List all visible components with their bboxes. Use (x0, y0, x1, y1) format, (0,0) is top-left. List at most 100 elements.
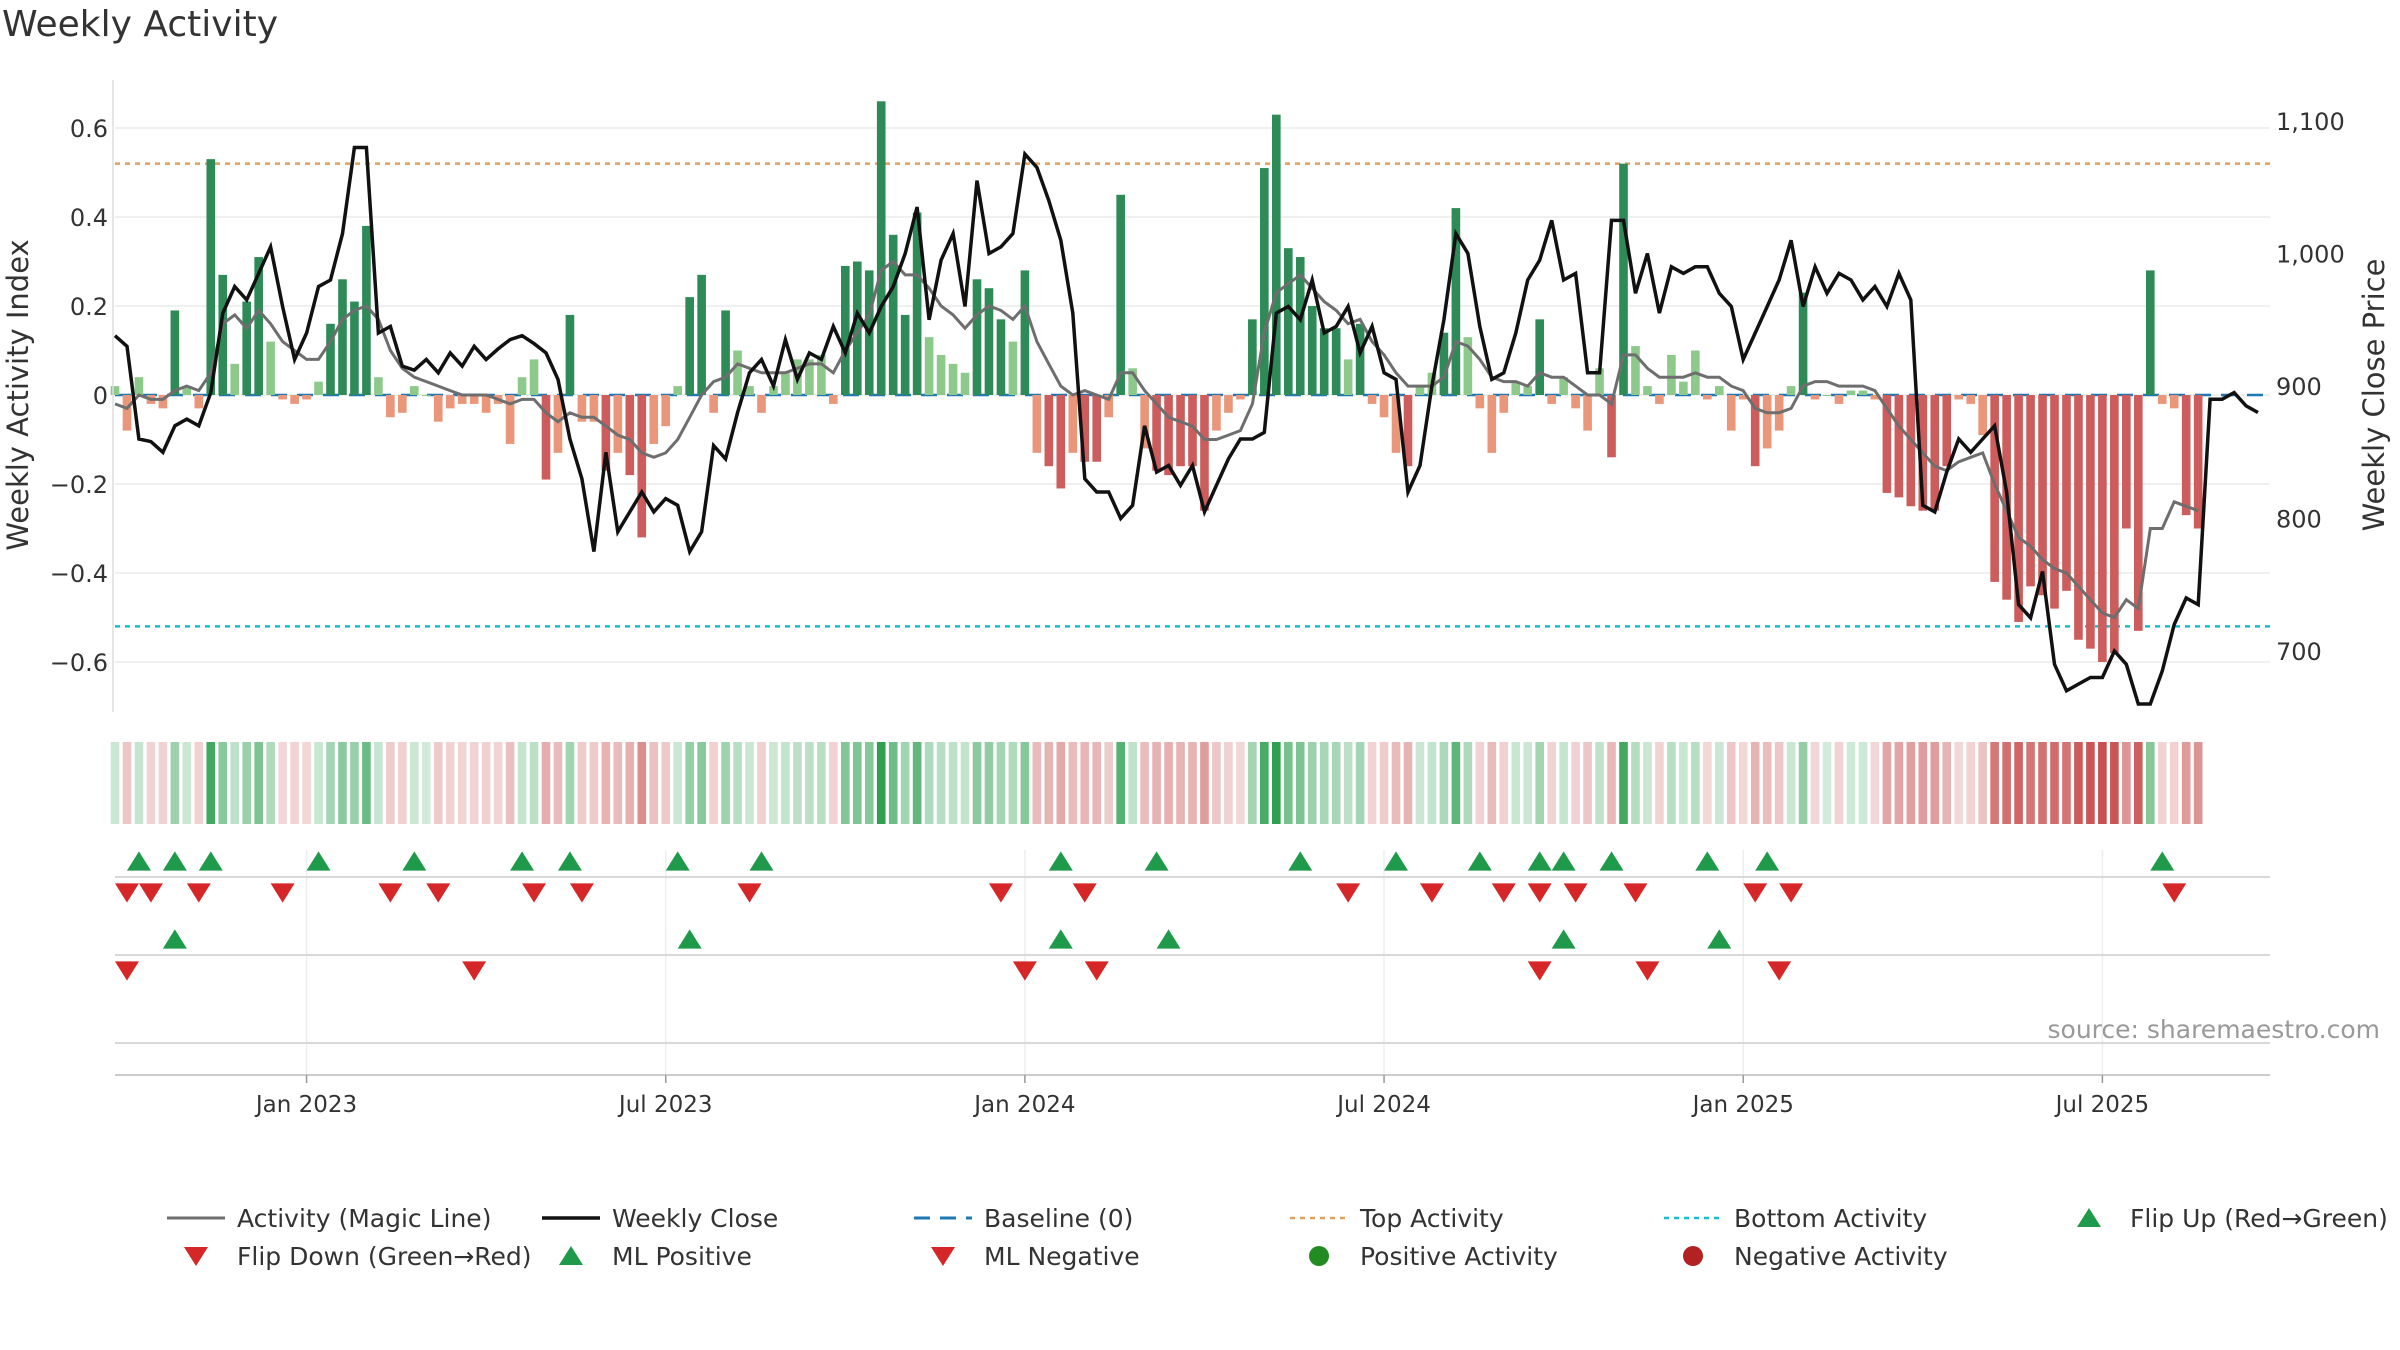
activity-bar (649, 395, 659, 444)
heat-cell (900, 742, 910, 824)
heat-cell (1511, 742, 1521, 824)
grid-lines (115, 127, 2270, 1075)
heat-cell (206, 742, 216, 824)
activity-bar (457, 395, 467, 404)
heat-cell (505, 742, 515, 824)
activity-bar (1475, 395, 1485, 409)
heat-cell (1523, 742, 1533, 824)
heat-cell (1619, 742, 1628, 824)
flip-up-marker (402, 851, 427, 871)
heat-cell (960, 742, 970, 824)
y-tick-label-left: 0.6 (70, 115, 108, 143)
heat-cell (1655, 742, 1664, 824)
activity-bar (374, 377, 383, 395)
flip-up-marker (1048, 851, 1073, 871)
chart-title: Weekly Activity (2, 4, 279, 45)
activity-bar (326, 323, 335, 395)
activity-bar (541, 395, 551, 480)
activity-bar (362, 225, 371, 395)
heat-cell (852, 742, 862, 824)
flip-down-marker (1527, 883, 1552, 903)
x-tick-label: Jul 2024 (1335, 1092, 1431, 1118)
heat-cell (661, 742, 671, 824)
heat-cell (182, 742, 192, 824)
y-tick-label-left: 0 (93, 382, 108, 410)
flip-up-marker (1467, 851, 1492, 871)
heat-cell (1990, 742, 1999, 824)
activity-bar (1355, 323, 1365, 395)
activity-bar (733, 350, 742, 395)
activity-bar (1511, 381, 1521, 395)
activity-bar (1415, 386, 1425, 395)
legend-symbol (914, 1216, 972, 1220)
heat-cell (2062, 742, 2071, 824)
legend-symbol (184, 1247, 208, 1266)
heat-cell (577, 742, 587, 824)
heat-cell (457, 742, 467, 824)
heat-cell (1774, 742, 1784, 824)
flip-down-marker (1491, 883, 1516, 903)
heat-cell (1822, 742, 1832, 824)
flip-up-marker (1599, 851, 1624, 871)
y-tick-label-right: 900 (2276, 373, 2322, 401)
flip-down-marker (1072, 883, 1097, 903)
heat-cell (553, 742, 563, 824)
activity-bar (1930, 395, 1940, 511)
ml-negative-marker (462, 961, 487, 981)
activity-bar (1319, 328, 1329, 395)
activity-bar (314, 381, 323, 395)
activity-bar (2086, 395, 2095, 649)
axes: 0.6 0.4 0.2 0 −0.2 −0.4 −0.6 1,100 1,000 900 800 70… (50, 80, 2345, 712)
heat-cell (2098, 742, 2107, 824)
heat-cell (817, 742, 826, 824)
activity-bar (1679, 381, 1688, 395)
heat-cell (242, 742, 252, 824)
x-tick-label: Jul 2025 (2054, 1092, 2150, 1118)
activity-bar (2050, 395, 2059, 609)
activity-bar (2110, 395, 2119, 654)
heat-cell (170, 742, 180, 824)
ml-positive-marker (1551, 929, 1576, 949)
chart-svg: 0.6 0.4 0.2 0 −0.2 −0.4 −0.6 1,100 1,000 900 800 70… (1, 80, 2391, 1118)
activity-bar (1092, 395, 1102, 462)
heat-cell (1702, 742, 1712, 824)
flip-up-marker (510, 851, 535, 871)
heat-cell (2074, 742, 2083, 824)
activity-bar (1391, 395, 1401, 453)
heat-cell (2169, 742, 2179, 824)
circle-icon (1683, 1246, 1703, 1266)
heat-cell (493, 742, 503, 824)
ml-negative-marker (1767, 961, 1792, 981)
flip-down-marker (426, 883, 451, 903)
activity-bar (1667, 354, 1676, 395)
activity-bar (1128, 368, 1137, 395)
heat-cell (1307, 742, 1317, 824)
y-tick-label-right: 1,100 (2276, 108, 2345, 136)
activity-bar (1439, 332, 1449, 395)
heat-cell (1595, 742, 1604, 824)
activity-bar (1068, 395, 1078, 453)
heat-cell (1679, 742, 1688, 824)
heat-cell (1295, 742, 1305, 824)
activity-bar (781, 372, 790, 395)
heat-cell (1786, 742, 1796, 824)
legend-item: Flip Down (Green→Red) (165, 1238, 532, 1274)
activity-bar (637, 395, 647, 538)
legend-item: Weekly Close (540, 1200, 778, 1236)
legend-item: Flip Up (Red→Green) (2058, 1200, 2388, 1236)
activity-bar (409, 386, 419, 395)
activity-bar (1236, 395, 1245, 400)
activity-bar (1032, 395, 1042, 453)
activity-bar (230, 363, 240, 395)
flip-down-marker (569, 883, 594, 903)
activity-bar (2026, 395, 2035, 587)
flip-down-marker (522, 883, 547, 903)
heat-cell (1798, 742, 1808, 824)
activity-bar (1331, 328, 1341, 395)
heat-cell (1331, 742, 1341, 824)
activity-bar (697, 274, 706, 395)
y-tick-label-left: −0.2 (50, 471, 108, 499)
heat-cell (1379, 742, 1389, 824)
activity-bar (1858, 390, 1868, 395)
flip-down-marker (270, 883, 295, 903)
